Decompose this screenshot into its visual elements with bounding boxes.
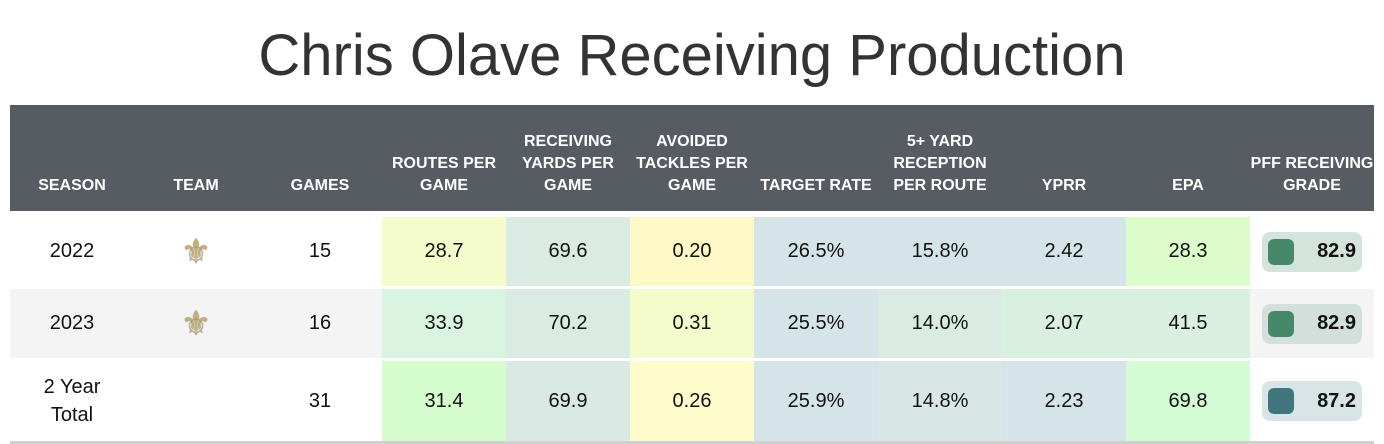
target-cell: 25.5% xyxy=(754,286,878,358)
epa-cell: 69.8 xyxy=(1126,358,1250,444)
season-cell: 2 Year Total xyxy=(10,358,134,444)
season-cell: 2022 xyxy=(10,211,134,286)
grade-value: 87.2 xyxy=(1317,389,1356,412)
grade-value: 82.9 xyxy=(1317,312,1356,334)
table-row: 2023 ⚜ 16 33.9 70.2 0.31 25.5% 14.0% 2.07 41.5 82.… xyxy=(10,286,1374,358)
grade-badge: 82.9 xyxy=(1262,231,1362,272)
games-cell: 31 xyxy=(258,358,382,444)
grade-cell: 87.2 xyxy=(1250,358,1374,444)
column-header: PFF RECEIVING GRADE xyxy=(1250,105,1374,211)
grade-color-swatch xyxy=(1268,310,1294,337)
column-header: TARGET RATE xyxy=(754,105,878,211)
grade-cell: 82.9 xyxy=(1250,211,1374,286)
yprr-cell: 2.07 xyxy=(1002,286,1126,358)
season-label: 2 Year Total xyxy=(43,376,101,426)
target-cell: 25.9% xyxy=(754,358,878,444)
column-header: YPRR xyxy=(1002,105,1126,211)
column-header: GAMES xyxy=(258,105,382,211)
epa-cell: 41.5 xyxy=(1126,286,1250,358)
yprr-cell: 2.23 xyxy=(1002,358,1126,444)
yards-cell: 70.2 xyxy=(506,286,630,358)
chart-title: Chris Olave Receiving Production xyxy=(258,23,1126,88)
column-header: 5+ YARD RECEPTION PER ROUTE xyxy=(878,105,1002,211)
grade-cell: 82.9 xyxy=(1250,286,1374,358)
yards-cell: 69.9 xyxy=(506,358,630,444)
grade-badge: 87.2 xyxy=(1262,381,1362,421)
column-header: AVOIDED TACKLES PER GAME xyxy=(630,105,754,211)
five-cell: 15.8% xyxy=(878,211,1002,286)
team-cell: ⚜ xyxy=(134,286,258,358)
routes-cell: 33.9 xyxy=(382,286,506,358)
games-cell: 15 xyxy=(258,211,382,286)
games-cell: 16 xyxy=(258,286,382,358)
table-row: 2022 ⚜ 15 28.7 69.6 0.20 26.5% 15.8% 2.42 28.3 82.… xyxy=(10,211,1374,286)
avoided-cell: 0.26 xyxy=(630,358,754,444)
saints-fleur-de-lis-icon: ⚜ xyxy=(180,232,212,271)
target-cell: 26.5% xyxy=(754,211,878,286)
grade-color-swatch xyxy=(1268,388,1294,414)
team-cell xyxy=(134,358,258,444)
table-row: 2 Year Total 31 31.4 69.9 0.26 25.9% 14.8% 2.23… xyxy=(10,358,1374,444)
column-header: EPA xyxy=(1126,105,1250,211)
season-cell: 2023 xyxy=(10,286,134,358)
stats-table: SEASON TEAM GAMES ROUTES PER GAME RECEIVING … xyxy=(10,105,1374,444)
grade-color-swatch xyxy=(1268,238,1294,265)
avoided-cell: 0.31 xyxy=(630,286,754,358)
saints-fleur-de-lis-icon: ⚜ xyxy=(180,304,212,343)
grade-value: 82.9 xyxy=(1317,240,1356,262)
team-cell: ⚜ xyxy=(134,211,258,286)
grade-badge: 82.9 xyxy=(1262,303,1362,344)
column-header: ROUTES PER GAME xyxy=(382,105,506,211)
avoided-cell: 0.20 xyxy=(630,211,754,286)
epa-cell: 28.3 xyxy=(1126,211,1250,286)
yards-cell: 69.6 xyxy=(506,211,630,286)
column-header: RECEIVING YARDS PER GAME xyxy=(506,105,630,211)
five-cell: 14.0% xyxy=(878,286,1002,358)
routes-cell: 31.4 xyxy=(382,358,506,444)
five-cell: 14.8% xyxy=(878,358,1002,444)
yprr-cell: 2.42 xyxy=(1002,211,1126,286)
column-header: SEASON xyxy=(10,105,134,211)
routes-cell: 28.7 xyxy=(382,211,506,286)
column-header: TEAM xyxy=(134,105,258,211)
